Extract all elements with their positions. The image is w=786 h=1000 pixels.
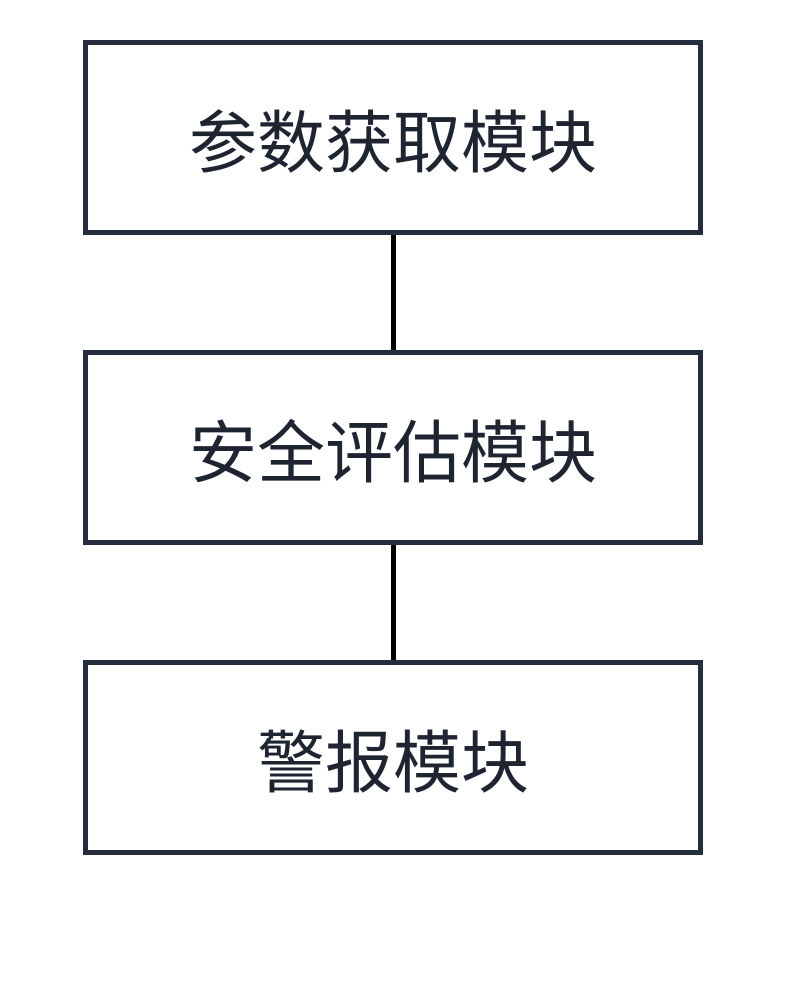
flowchart-edge	[391, 235, 396, 350]
flowchart-diagram: 参数获取模块 安全评估模块 警报模块	[83, 40, 703, 855]
flowchart-node-parameter-acquisition: 参数获取模块	[83, 40, 703, 235]
flowchart-node-alarm: 警报模块	[83, 660, 703, 855]
node-label: 警报模块	[257, 708, 529, 807]
flowchart-edge	[391, 545, 396, 660]
flowchart-node-security-assessment: 安全评估模块	[83, 350, 703, 545]
node-label: 参数获取模块	[189, 88, 597, 187]
node-label: 安全评估模块	[189, 398, 597, 497]
